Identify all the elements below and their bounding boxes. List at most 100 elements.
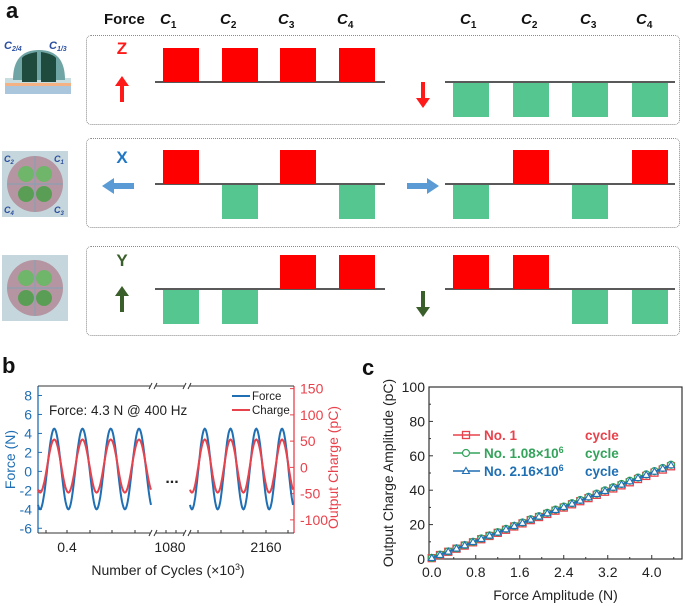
bar-x-right-c2-positive — [513, 150, 549, 184]
base-layer — [5, 78, 71, 83]
pillar-right — [41, 52, 56, 82]
axis-break-mark — [148, 382, 158, 390]
charge-vs-force-chart: 0 20 40 60 80 100 0.0 0.8 1.6 2.4 3.2 4.0 Force Ampl… — [380, 379, 683, 603]
arrow-up-icon — [115, 76, 129, 102]
data-point-series-3 — [542, 508, 552, 517]
data-point-series-3 — [600, 486, 610, 494]
device-top-view-labeled-illustration: C2 C1 C4 C3 — [2, 151, 68, 217]
bar-z-right-c1-negative — [453, 83, 489, 117]
data-point-series-3 — [551, 505, 560, 514]
bar-z-right-c2-negative — [513, 83, 549, 117]
bar-x-right-c3-negative — [572, 185, 608, 219]
label-c3: C3 — [54, 205, 65, 217]
legend-charge-label: Charge — [252, 405, 290, 417]
side-label-left: C2/4 — [4, 40, 22, 53]
legend-force-label: Force — [252, 391, 281, 403]
x-tick-label: 0.0 — [422, 564, 442, 580]
x-tick-label: 1.6 — [510, 564, 530, 580]
axis-break-mark — [182, 529, 192, 537]
electrode-c1 — [36, 166, 52, 182]
bar-y-left-c1-negative — [163, 290, 199, 324]
bar-x-left-c3-positive — [280, 150, 316, 184]
force-axis-label-z: Z — [117, 39, 127, 58]
bar-z-left-c3-positive — [280, 48, 316, 82]
annotation-text: Force: 4.3 N @ 400 Hz — [49, 403, 188, 418]
x-tick-label: 4.0 — [642, 564, 662, 580]
data-point-series-3 — [493, 527, 503, 536]
force-column-header: Force — [104, 11, 145, 28]
legend-label-2: No. 1.08×106 — [484, 445, 564, 461]
right-y-tick-label: -100 — [300, 512, 328, 528]
x-tick-label: 3.2 — [598, 564, 618, 580]
data-point-series-3 — [485, 531, 494, 539]
electrode-c4 — [18, 186, 34, 202]
data-point-series-3 — [501, 524, 511, 533]
data-point-series-3 — [443, 547, 453, 555]
y-tick-label: 80 — [409, 413, 425, 429]
right-y-tick-label: 50 — [300, 433, 316, 449]
channel-header-left-c1: C1 — [160, 11, 177, 31]
data-point-series-3 — [633, 473, 643, 482]
channel-header-left-c3: C3 — [278, 11, 295, 31]
electrode-c2 — [18, 166, 34, 182]
right-y-tick-label: 150 — [300, 381, 324, 397]
row-box-y — [86, 246, 680, 336]
data-point-series-3 — [476, 534, 486, 542]
x-axis-title: Number of Cycles (×103) — [91, 562, 244, 578]
x-tick-label: 2160 — [250, 539, 281, 555]
bar-z-left-c2-positive — [222, 48, 258, 82]
arrow-left-icon — [102, 178, 134, 194]
y-axis-title: Output Charge Amplitude (pC) — [380, 379, 396, 567]
panel-c-label: c — [362, 355, 375, 380]
channel-header-left-c4: C4 — [337, 11, 354, 31]
data-point-series-3 — [584, 492, 593, 501]
data-point-series-3 — [567, 499, 577, 507]
axis-break-mark — [148, 529, 158, 537]
bar-z-right-c3-negative — [572, 83, 608, 117]
legend-label-1: No. 1 — [484, 428, 517, 443]
legend-label-3: No. 2.16×106 — [484, 463, 564, 479]
force-axis-label-y: Y — [116, 251, 128, 270]
left-y-tick-label: 6 — [24, 406, 32, 422]
data-point-series-3 — [641, 470, 651, 478]
force-axis-label-x: X — [116, 148, 128, 167]
left-y-tick-label: 4 — [24, 425, 32, 441]
data-point-series-3 — [468, 537, 478, 546]
substrate-layer — [5, 86, 71, 94]
data-point-series-3 — [625, 476, 635, 485]
electrode-c2 — [18, 270, 34, 286]
y-tick-label: 20 — [409, 517, 425, 533]
data-point-series-3 — [559, 502, 569, 510]
right-y-tick-label: 100 — [300, 407, 324, 423]
left-y-tick-label: -6 — [20, 520, 33, 536]
bar-x-left-c2-negative — [222, 185, 258, 219]
bar-y-left-c4-positive — [339, 255, 375, 289]
y-tick-label: 0 — [417, 551, 425, 567]
data-point-series-3 — [650, 467, 659, 475]
data-point-series-3 — [666, 460, 676, 469]
left-y-axis-title: Force (N) — [2, 430, 18, 489]
bar-y-left-c2-negative — [222, 290, 258, 324]
arrow-down-icon — [416, 291, 430, 317]
bar-y-left-c3-positive — [280, 255, 316, 289]
data-point-series-3 — [509, 521, 519, 530]
bar-y-right-c4-negative — [632, 290, 668, 324]
panel-b-label: b — [2, 353, 16, 378]
row-box-z — [86, 35, 680, 125]
arrow-up-icon — [115, 286, 129, 312]
channel-header-left-c2: C2 — [220, 11, 237, 31]
legend-marker-2 — [461, 448, 471, 458]
x-tick-label: 1080 — [154, 539, 185, 555]
right-y-tick-label: 0 — [300, 459, 308, 475]
left-y-tick-label: -2 — [20, 482, 33, 498]
polarity-diagram: Z X Y — [102, 39, 675, 324]
bar-x-left-c1-positive — [163, 150, 199, 184]
data-point-series-3 — [518, 518, 527, 526]
data-point-series-3 — [608, 483, 618, 491]
electrode-c3 — [36, 290, 52, 306]
data-point-series-3 — [427, 553, 437, 562]
data-point-series-3 — [658, 463, 668, 472]
legend-suffix-2: cycle — [585, 446, 619, 461]
ellipsis-text: ... — [165, 470, 178, 487]
channel-header-right-c1: C1 — [460, 11, 477, 31]
